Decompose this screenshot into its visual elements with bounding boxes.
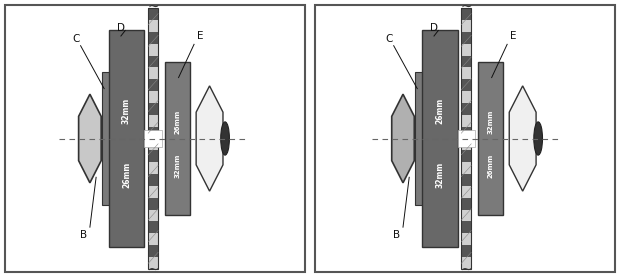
Text: 26mm: 26mm xyxy=(174,110,180,134)
Bar xyxy=(461,257,471,269)
Bar xyxy=(422,30,458,247)
Polygon shape xyxy=(196,86,223,191)
Bar xyxy=(461,138,471,150)
Bar xyxy=(148,91,158,103)
Bar xyxy=(148,115,158,127)
Ellipse shape xyxy=(221,122,229,155)
Bar xyxy=(148,174,158,186)
Bar xyxy=(148,162,158,174)
Bar xyxy=(461,162,471,174)
Bar xyxy=(461,174,471,186)
Bar xyxy=(5,5,305,272)
Bar xyxy=(148,221,158,233)
Polygon shape xyxy=(79,94,101,183)
Text: 32mm: 32mm xyxy=(174,154,180,178)
Bar xyxy=(148,127,158,138)
Bar xyxy=(478,62,503,215)
Bar xyxy=(461,79,471,91)
Text: C: C xyxy=(72,34,79,44)
Bar xyxy=(165,62,190,215)
Text: E: E xyxy=(510,31,516,41)
Text: E: E xyxy=(197,31,203,41)
Text: 32mm: 32mm xyxy=(487,110,494,134)
Bar xyxy=(461,44,471,56)
Bar xyxy=(148,32,158,44)
Bar xyxy=(148,44,158,56)
Bar xyxy=(461,91,471,103)
Bar xyxy=(144,130,162,147)
Bar xyxy=(148,138,158,150)
Bar xyxy=(102,72,110,205)
Bar xyxy=(148,103,158,115)
Bar xyxy=(415,72,423,205)
Bar xyxy=(461,209,471,221)
Text: ~: ~ xyxy=(148,0,159,14)
Text: ~: ~ xyxy=(148,263,159,277)
Text: 26mm: 26mm xyxy=(487,154,494,178)
Bar xyxy=(148,209,158,221)
Text: D: D xyxy=(430,23,438,33)
Ellipse shape xyxy=(534,122,542,155)
Bar xyxy=(108,30,144,247)
Bar xyxy=(461,245,471,257)
Bar xyxy=(148,186,158,198)
Bar xyxy=(315,5,615,272)
Bar xyxy=(461,8,471,269)
Bar xyxy=(148,150,158,162)
Text: 26mm: 26mm xyxy=(122,161,131,188)
Bar xyxy=(148,79,158,91)
Bar xyxy=(148,245,158,257)
Bar xyxy=(148,56,158,68)
Text: 32mm: 32mm xyxy=(122,98,131,124)
Text: 32mm: 32mm xyxy=(435,161,444,188)
Bar xyxy=(461,56,471,68)
Bar xyxy=(148,20,158,32)
Bar xyxy=(461,233,471,245)
Bar xyxy=(148,257,158,269)
Bar xyxy=(148,8,158,269)
Bar xyxy=(458,130,475,147)
Bar xyxy=(461,8,471,20)
Bar xyxy=(148,198,158,209)
Bar xyxy=(461,198,471,209)
Text: D: D xyxy=(117,23,125,33)
Bar xyxy=(148,233,158,245)
Bar xyxy=(461,115,471,127)
Bar xyxy=(461,221,471,233)
Text: B: B xyxy=(393,230,401,240)
Text: C: C xyxy=(385,34,392,44)
Polygon shape xyxy=(392,94,414,183)
Bar xyxy=(461,127,471,138)
Text: 26mm: 26mm xyxy=(435,98,444,124)
Bar xyxy=(461,103,471,115)
Bar xyxy=(147,127,159,150)
Bar xyxy=(148,68,158,79)
Bar xyxy=(461,186,471,198)
Bar xyxy=(460,127,472,150)
Bar xyxy=(461,68,471,79)
Bar xyxy=(461,32,471,44)
Text: ~: ~ xyxy=(461,0,472,14)
Text: B: B xyxy=(80,230,87,240)
Bar xyxy=(148,8,158,20)
Polygon shape xyxy=(509,86,536,191)
Text: ~: ~ xyxy=(461,263,472,277)
Bar xyxy=(461,150,471,162)
Bar xyxy=(461,20,471,32)
